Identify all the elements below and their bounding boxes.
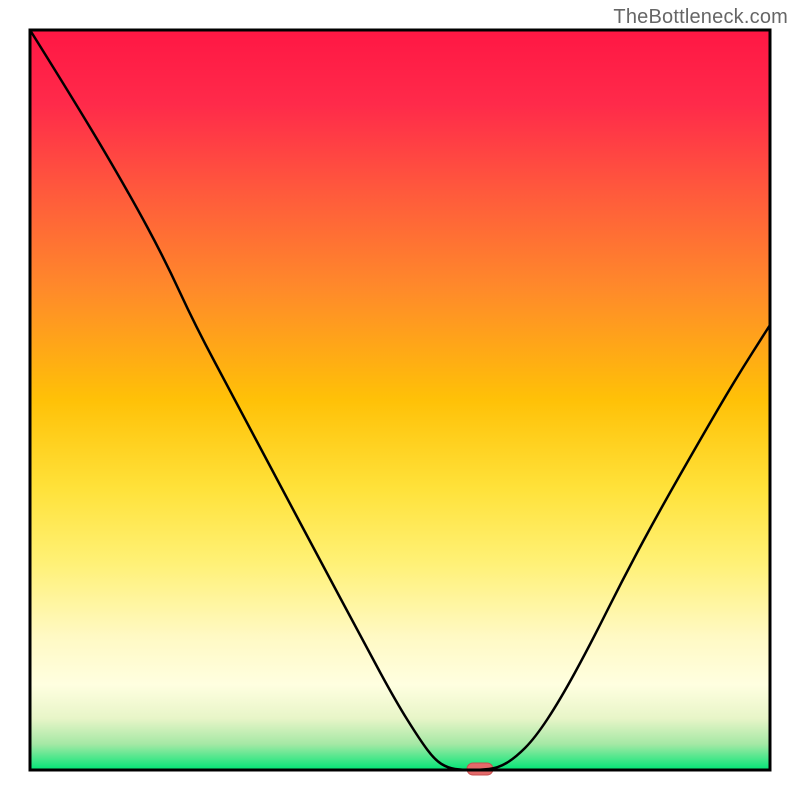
bottleneck-chart xyxy=(0,0,800,800)
plot-background xyxy=(30,30,770,770)
watermark-text: TheBottleneck.com xyxy=(613,6,788,29)
chart-container: TheBottleneck.com xyxy=(0,0,800,800)
